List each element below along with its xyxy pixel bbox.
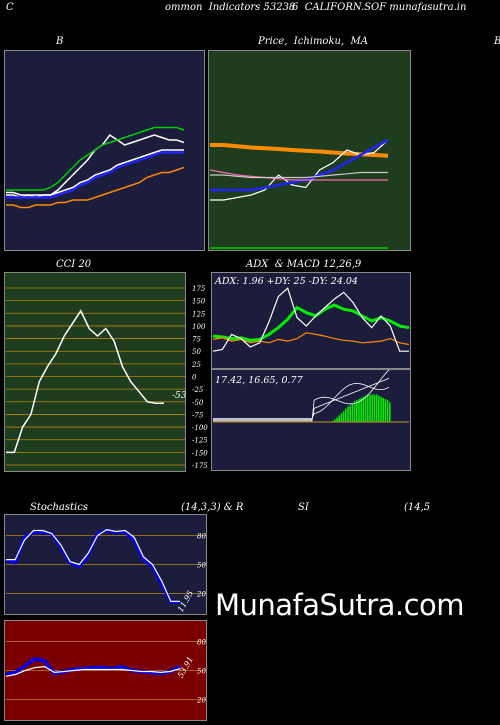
header-symbol-label: 6 CALIFORN.SOF munafasutra.in xyxy=(292,2,467,13)
cci-tick-label: 50 xyxy=(192,348,201,356)
bollinger-series-1 xyxy=(6,151,184,199)
macd-bar xyxy=(342,411,345,422)
stochastics-tick-label: 50 xyxy=(197,562,206,570)
macd-bar xyxy=(378,395,380,422)
macd-bar xyxy=(384,398,387,422)
stochastics-series-1 xyxy=(6,528,180,603)
macd-bar xyxy=(382,397,384,422)
cci-tick-label: -175 xyxy=(192,462,208,470)
macd-line-2 xyxy=(213,382,390,420)
macd-bar xyxy=(351,403,354,422)
cci-tick-label: -50 xyxy=(192,399,204,407)
macd-bar xyxy=(373,394,376,422)
rsi-tick-label: 80 xyxy=(197,638,206,646)
stochastics-tick-label: 20 xyxy=(196,591,206,599)
adx-series-2 xyxy=(212,287,409,352)
stoch-title: Stochastics xyxy=(30,502,88,513)
macd-bar xyxy=(334,419,336,423)
cci-tick-label: 100 xyxy=(192,323,206,331)
price-series-2 xyxy=(210,138,389,192)
macd-bar xyxy=(356,400,358,422)
adx-readout: ADX: 1.96 +DY: 25 -DY: 24.04 xyxy=(214,276,358,287)
cci-line xyxy=(6,309,164,454)
macd-bar xyxy=(367,394,369,422)
cci-tick-label: 75 xyxy=(192,336,201,344)
price-series-4 xyxy=(210,171,388,179)
bollinger-title: B xyxy=(56,36,64,47)
macd-bar xyxy=(358,398,360,422)
macd-bar xyxy=(349,405,351,422)
macd-bar xyxy=(364,395,367,422)
macd-bar xyxy=(375,394,378,422)
adx-chart: ADX: 1.96 +DY: 25 -DY: 24.04 17.42, 16.6… xyxy=(211,272,411,471)
macd-bar xyxy=(386,400,389,422)
adx-series-0 xyxy=(212,303,410,342)
adx-series-1 xyxy=(212,332,410,346)
cci-chart: 175 150 125 100 75 50 25 0 -25 -50 -75 -100 -125 -150… xyxy=(4,272,208,472)
cci-tick-label: -125 xyxy=(192,437,208,445)
cci-tick-label: 150 xyxy=(192,298,206,306)
macd-bar xyxy=(347,406,349,422)
macd-bar xyxy=(360,397,362,422)
rsi-tick-label: 20 xyxy=(196,697,206,705)
adx-title: ADX & MACD 12,26,9 xyxy=(246,259,362,270)
cci-tick-label: 125 xyxy=(192,310,206,318)
header-letter: C xyxy=(6,2,14,13)
macd-bar xyxy=(338,415,340,422)
cci-frame xyxy=(4,272,186,472)
stoch-params: (14,3,3) & R xyxy=(181,502,244,513)
cci-tick-label: -150 xyxy=(192,449,208,457)
price-series-3 xyxy=(209,169,388,181)
cci-tick-label: 25 xyxy=(191,361,201,369)
macd-bar xyxy=(340,413,343,422)
cci-title: CCI 20 xyxy=(56,259,92,270)
macd-bar xyxy=(331,420,334,422)
cci-last-value: -53 xyxy=(172,391,187,401)
macd-bar xyxy=(389,402,391,422)
price-chart xyxy=(208,50,411,251)
bollinger-series-4 xyxy=(6,166,185,209)
cci-tick-label: -75 xyxy=(192,411,204,419)
macd-bar xyxy=(369,394,371,422)
cci-tick-label: 175 xyxy=(192,285,206,293)
price-title: Price, Ichimoku, MA xyxy=(258,36,368,47)
rsi-series-1 xyxy=(5,665,181,677)
macd-readout: 17.42, 16.65, 0.77 xyxy=(215,375,304,386)
cci-tick-label: 0 xyxy=(192,374,197,382)
bollinger-series-3 xyxy=(6,126,185,191)
rsi-title: SI xyxy=(298,502,309,513)
rsi-series-0 xyxy=(5,657,181,677)
price-series-1 xyxy=(210,139,389,201)
bollinger-edge-letter: B xyxy=(494,36,500,47)
stochastics-tick-label: 80 xyxy=(197,532,206,540)
header-indicators-label: ommon Indicators 53238 xyxy=(165,2,296,13)
watermark: MunafaSutra.com xyxy=(215,588,465,622)
rsi-tick-label: 50 xyxy=(197,668,206,676)
macd-bar xyxy=(345,408,347,422)
cci-tick-label: -100 xyxy=(192,424,208,432)
macd-bar xyxy=(353,401,356,422)
macd-line-1 xyxy=(213,377,390,421)
macd-bar xyxy=(371,394,373,422)
bollinger-chart xyxy=(4,50,205,251)
cci-tick-label: -25 xyxy=(192,386,204,394)
macd-bar xyxy=(336,417,338,422)
macd-bar xyxy=(362,396,365,422)
rsi-params: (14,5 xyxy=(404,502,431,513)
macd-bar xyxy=(380,396,382,422)
macd-line-0 xyxy=(213,369,390,422)
bollinger-series-2 xyxy=(6,149,184,196)
